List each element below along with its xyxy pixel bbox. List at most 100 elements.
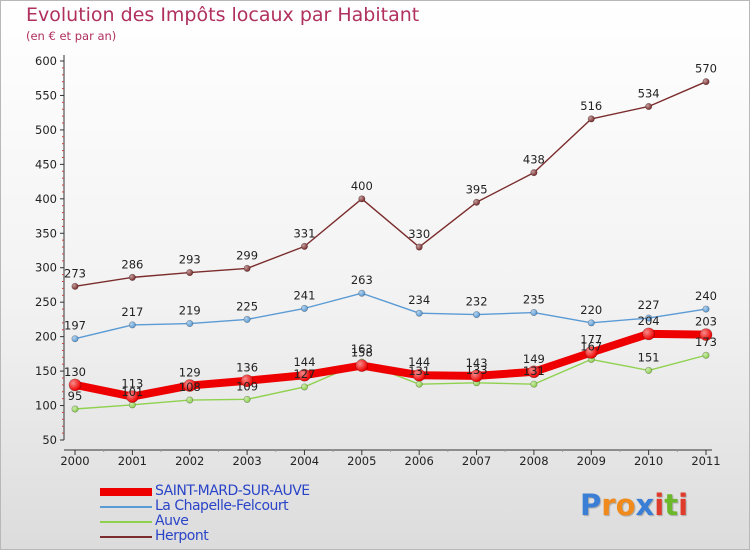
data-point-highlight — [298, 369, 311, 382]
data-label: 273 — [64, 266, 86, 280]
data-label: 95 — [68, 389, 83, 403]
chart-subtitle: (en € et par an) — [26, 29, 117, 43]
data-point-highlight — [645, 103, 652, 110]
series-saint-mard-sur-auve — [68, 327, 713, 403]
data-point-highlight — [243, 316, 251, 323]
data-point-highlight — [700, 328, 712, 341]
data-label: 217 — [121, 305, 143, 319]
data-label: 133 — [466, 363, 488, 377]
data-point-highlight — [473, 311, 480, 318]
legend-label: La Chapelle-Felcourt — [155, 498, 289, 514]
x-tick-label: 2000 — [60, 454, 89, 468]
chart-title: Evolution des Impôts locaux par Habitant — [26, 4, 420, 26]
proxiti-logo: Proxiti — [580, 488, 688, 522]
data-label: 144 — [408, 355, 430, 369]
data-point-highlight — [530, 380, 538, 388]
data-label: 534 — [638, 86, 660, 100]
data-label: 158 — [351, 346, 373, 360]
data-label: 220 — [580, 303, 602, 317]
y-tick-label: 150 — [35, 364, 57, 378]
data-point-highlight — [358, 290, 366, 297]
data-label: 234 — [408, 293, 430, 307]
data-point-highlight — [186, 396, 193, 404]
data-label: 163 — [351, 342, 373, 356]
logo-letter: i — [678, 488, 689, 522]
data-label: 240 — [695, 289, 717, 303]
x-tick-label: 2011 — [691, 454, 720, 468]
data-label: 131 — [408, 364, 430, 378]
y-tick-label: 550 — [35, 88, 57, 102]
y-tick-label: 350 — [35, 226, 57, 240]
data-label: 173 — [695, 335, 717, 349]
series-line — [71, 329, 710, 401]
data-point-highlight — [588, 115, 595, 123]
data-point-highlight — [530, 169, 538, 176]
data-label: 516 — [580, 99, 602, 113]
series-la-chapelle-felcourt — [71, 289, 710, 343]
data-label: 293 — [179, 253, 201, 267]
data-label: 330 — [408, 227, 430, 241]
chart-axes: 50 100 150 200 250 300 350 400 450 500 550 600 2000 2… — [35, 54, 721, 468]
data-point-highlight — [301, 383, 308, 391]
x-tick-label: 2003 — [232, 454, 261, 468]
logo-letter: x — [635, 488, 655, 522]
data-label: 136 — [236, 361, 258, 375]
data-label: 177 — [580, 332, 602, 346]
data-label: 108 — [179, 380, 201, 394]
data-label: 299 — [236, 248, 258, 262]
data-label: 400 — [351, 179, 373, 193]
series-line — [74, 354, 707, 410]
x-tick-label: 2009 — [577, 454, 606, 468]
y-tick-label: 50 — [42, 433, 57, 447]
data-point-highlight — [702, 305, 710, 313]
y-tick-label: 500 — [35, 123, 57, 137]
y-tick-label: 250 — [35, 295, 57, 309]
data-point-highlight — [71, 283, 79, 290]
data-label: 167 — [580, 339, 602, 353]
legend-swatch-la-chapelle — [100, 506, 152, 508]
data-label: 395 — [466, 182, 488, 196]
chart-data-labels: 273 286 293 299 331 400 330 395 438 516 534 570 197 2… — [64, 62, 717, 403]
y-tick-label: 300 — [35, 261, 57, 275]
data-point-highlight — [702, 78, 710, 85]
x-tick-label: 2005 — [347, 454, 376, 468]
series-line — [74, 80, 707, 288]
data-label: 225 — [236, 299, 258, 313]
data-point-highlight — [470, 369, 483, 382]
data-point-highlight — [530, 309, 538, 316]
data-point-highlight — [186, 269, 193, 276]
data-label: 286 — [121, 257, 143, 271]
data-point-highlight — [527, 365, 540, 378]
data-point-highlight — [415, 310, 423, 317]
chart-series — [68, 78, 713, 413]
data-label: 131 — [523, 364, 545, 378]
data-label: 109 — [236, 379, 258, 393]
data-point-highlight — [358, 195, 366, 203]
legend-label: Herpont — [155, 528, 209, 544]
data-label: 263 — [351, 273, 373, 287]
data-point-highlight — [71, 335, 79, 342]
legend-swatch-saint-mard — [100, 488, 152, 496]
data-label: 331 — [293, 226, 315, 240]
data-point-highlight — [243, 265, 251, 272]
y-tick-label: 450 — [35, 157, 57, 171]
data-label: 151 — [638, 350, 660, 364]
data-label: 438 — [523, 153, 545, 167]
data-label: 204 — [638, 314, 660, 328]
series-line — [74, 292, 707, 340]
data-label: 241 — [293, 288, 315, 302]
data-point-highlight — [588, 319, 595, 327]
data-label: 197 — [64, 319, 86, 333]
legend-swatch-auve — [100, 521, 152, 523]
logo-letter: t — [664, 488, 679, 522]
data-point-highlight — [413, 369, 426, 382]
x-tick-label: 2004 — [290, 454, 319, 468]
data-point-highlight — [702, 352, 710, 359]
y-tick-label: 100 — [35, 399, 57, 413]
x-tick-label: 2001 — [118, 454, 147, 468]
data-point-highlight — [129, 401, 136, 409]
data-point-highlight — [243, 396, 251, 403]
data-point-highlight — [645, 314, 652, 322]
